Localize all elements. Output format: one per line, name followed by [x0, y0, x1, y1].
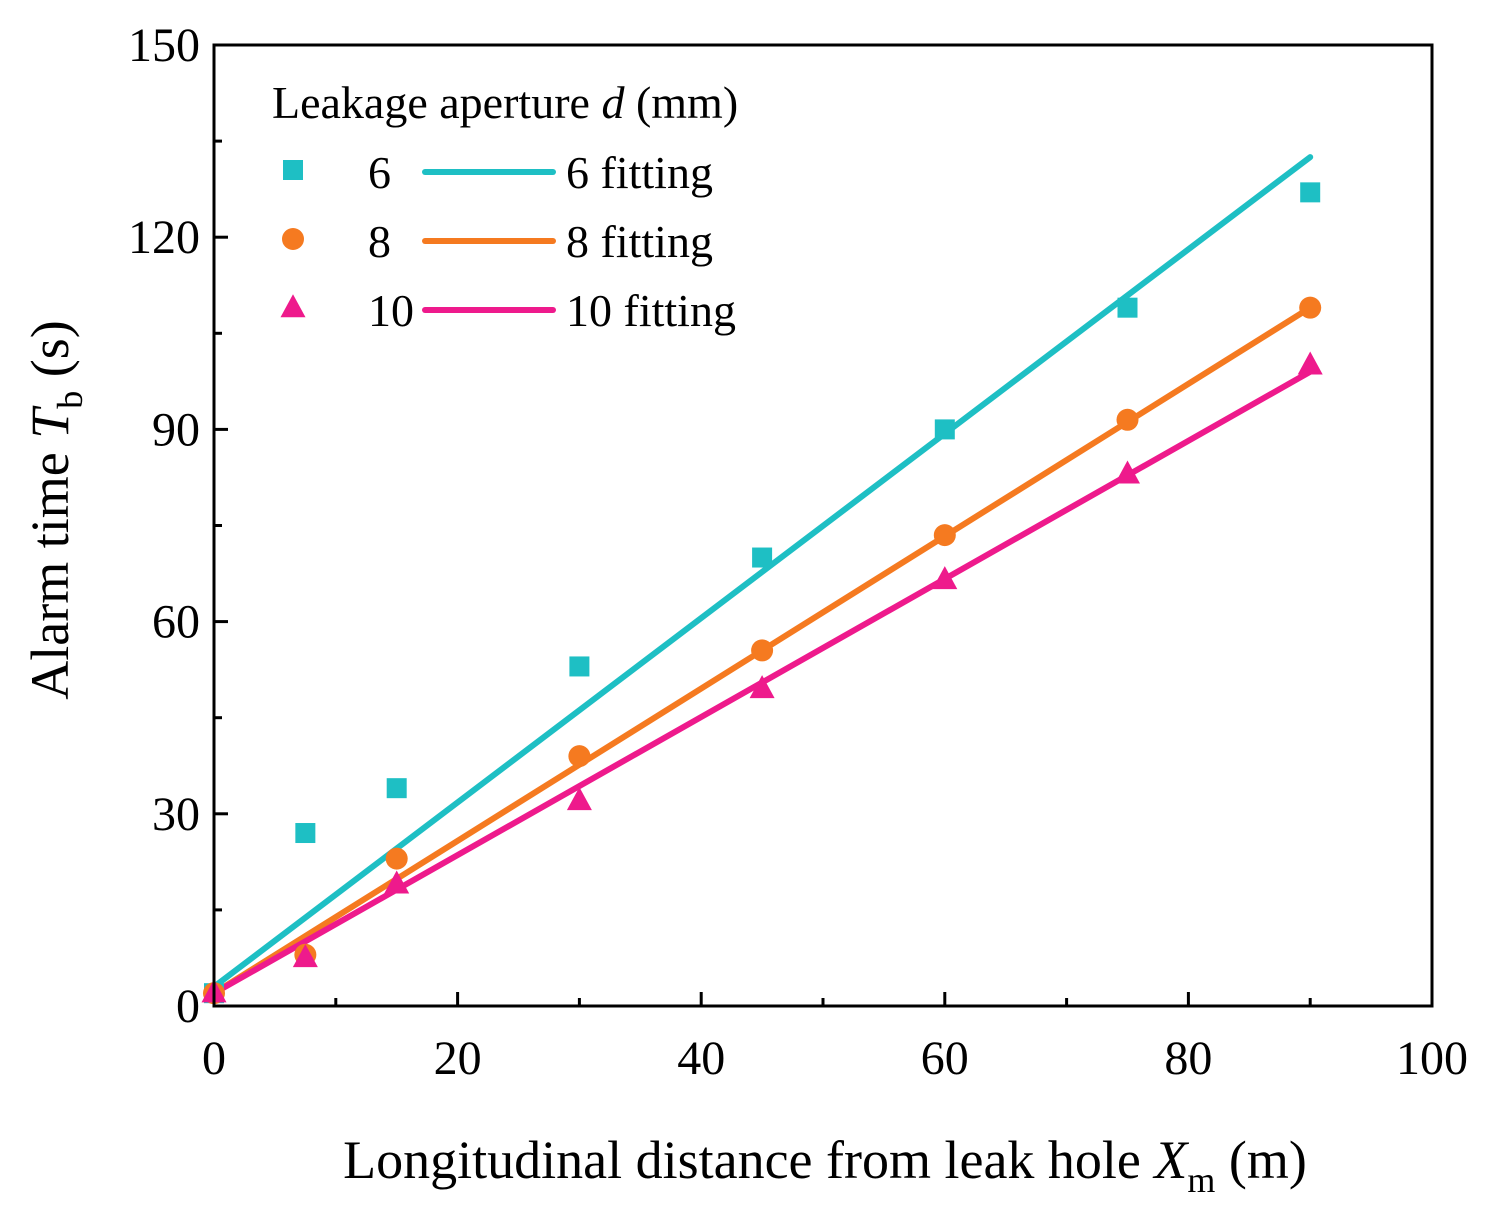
legend-title-main: Leakage aperture [272, 77, 601, 128]
series-layer [201, 154, 1323, 1005]
x-axis-title-var: X [1152, 1130, 1189, 1190]
data-point-8 [933, 524, 956, 547]
data-point-6 [386, 778, 407, 799]
data-point-10 [932, 566, 958, 590]
y-tick-label: 120 [128, 211, 200, 264]
y-axis-title-sub: b [50, 391, 90, 409]
y-axis-title-var: T [20, 405, 80, 439]
x-axis-title-sub: m [1187, 1160, 1215, 1200]
data-point-10 [1297, 351, 1323, 375]
legend-fit-label-8: 8 fitting [566, 216, 713, 267]
y-tick-label: 150 [128, 19, 200, 72]
legend-marker-8 [282, 228, 304, 250]
data-point-8 [1299, 296, 1322, 319]
x-tick-label: 60 [921, 1032, 969, 1085]
legend-label-8: 8 [368, 216, 391, 267]
legend: Leakage aperture d (mm) 6 6 fitting 8 8 fit… [272, 77, 738, 336]
x-tick-label: 80 [1164, 1032, 1212, 1085]
series-6 [211, 154, 1314, 990]
data-point-8 [751, 639, 774, 662]
legend-entries: 6 6 fitting 8 8 fitting 10 10 fitting [280, 147, 736, 336]
x-tick-label: 40 [677, 1032, 725, 1085]
legend-marker-10 [280, 294, 306, 318]
y-tick-label: 90 [152, 403, 200, 456]
legend-title-var: d [601, 77, 625, 128]
x-axis-title-main: Longitudinal distance from leak hole [343, 1130, 1154, 1190]
data-point-10 [1115, 460, 1140, 484]
data-point-10 [749, 675, 775, 699]
x-tick-label: 100 [1396, 1032, 1468, 1085]
data-point-8 [385, 847, 408, 870]
legend-fit-label-10: 10 fitting [566, 285, 736, 336]
x-tick-label: 0 [202, 1032, 226, 1085]
x-axis-title: Longitudinal distance from leak hole Xm … [343, 1130, 1307, 1200]
y-axis-title-unit: (s) [20, 320, 80, 390]
data-point-6 [752, 547, 773, 568]
y-tick-label: 0 [176, 980, 200, 1033]
data-point-6 [295, 823, 316, 844]
y-axis-title: Alarm time Tb (s) [20, 320, 90, 699]
axes-layer: 0 20 40 60 80 100 0 30 60 90 120 150 [128, 19, 1468, 1085]
x-axis-title-unit: (m) [1215, 1130, 1306, 1190]
legend-title-unit: (mm) [624, 77, 738, 128]
data-point-8 [1116, 408, 1139, 431]
legend-fit-label-6: 6 fitting [566, 147, 713, 198]
data-point-10 [384, 870, 410, 894]
legend-marker-6 [283, 160, 303, 180]
data-point-10 [566, 787, 592, 811]
y-tick-label: 60 [152, 596, 200, 649]
data-point-10 [292, 944, 318, 968]
data-point-6 [1300, 182, 1321, 203]
data-point-6 [1117, 297, 1138, 318]
y-tick-label: 30 [152, 788, 200, 841]
x-tick-label: 20 [434, 1032, 482, 1085]
legend-label-10: 10 [368, 285, 414, 336]
legend-label-6: 6 [368, 147, 391, 198]
data-point-6 [934, 419, 955, 440]
points-10 [201, 351, 1323, 1003]
fit-line-6 [211, 154, 1314, 990]
data-point-6 [569, 656, 590, 677]
data-point-8 [568, 745, 591, 768]
y-axis-title-main: Alarm time [20, 439, 80, 700]
legend-title: Leakage aperture d (mm) [272, 77, 738, 128]
